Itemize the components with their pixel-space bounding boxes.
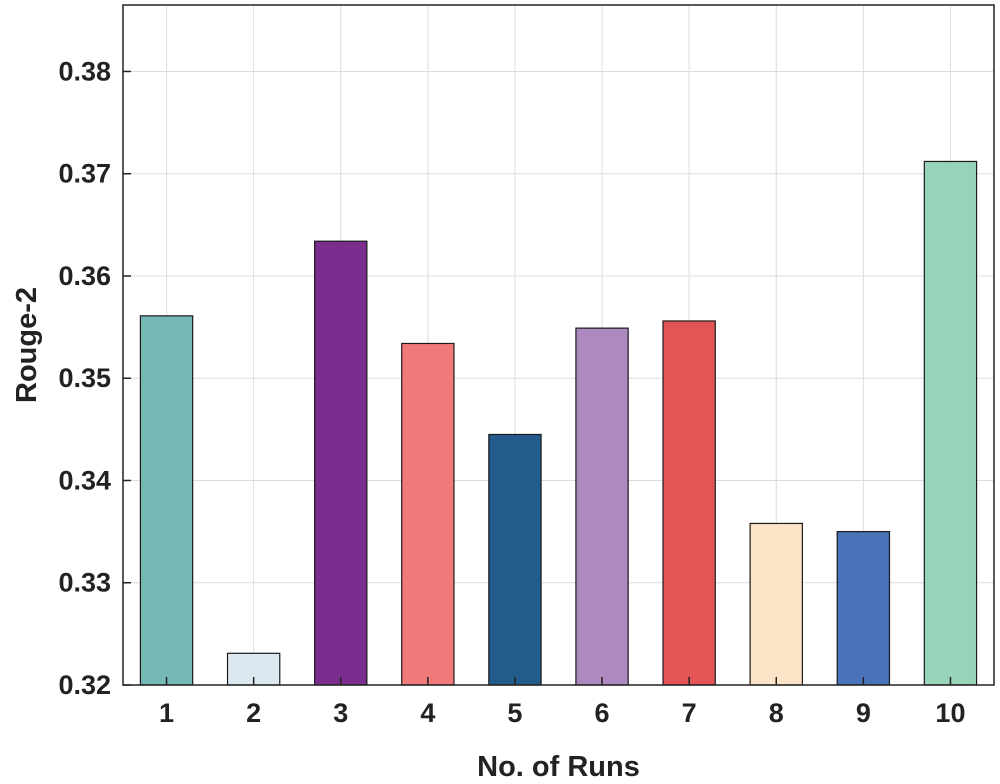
x-tick-label: 2 — [246, 698, 261, 728]
x-tick-label: 8 — [769, 698, 784, 728]
y-tick-label: 0.37 — [58, 159, 111, 189]
bar-run-7 — [662, 320, 716, 686]
y-tick-label: 0.36 — [58, 261, 111, 291]
x-axis-label: No. of Runs — [477, 751, 640, 783]
y-axis-label: Rouge-2 — [11, 287, 43, 403]
bar-run-5 — [488, 433, 542, 686]
x-tick-label: 6 — [595, 698, 610, 728]
x-tick-label: 1 — [159, 698, 174, 728]
x-tick-labels: 1 2 3 4 5 6 7 8 9 10 — [159, 677, 965, 728]
bar-run-3 — [314, 240, 368, 686]
bar-run-1 — [139, 315, 194, 686]
bar-run-6 — [575, 327, 629, 686]
bar-run-10 — [923, 160, 978, 686]
x-tick-label: 10 — [935, 698, 965, 728]
x-tick-label: 5 — [507, 698, 522, 728]
bar-run-9 — [836, 531, 891, 686]
y-tick-label: 0.32 — [58, 670, 111, 700]
y-tick-label: 0.38 — [58, 56, 111, 86]
y-tick-label: 0.34 — [58, 465, 111, 495]
x-tick-label: 7 — [682, 698, 697, 728]
x-tick-label: 3 — [333, 698, 348, 728]
x-tick-label: 4 — [420, 698, 435, 728]
bars — [139, 160, 978, 686]
y-tick-label: 0.33 — [58, 568, 111, 598]
bar-run-8 — [749, 522, 803, 686]
x-tick-label: 9 — [856, 698, 871, 728]
y-tick-labels: 0.32 0.33 0.34 0.35 0.36 0.37 0.38 — [58, 56, 131, 700]
y-tick-label: 0.35 — [58, 363, 111, 393]
plot-frame — [122, 4, 995, 686]
bar-run-4 — [401, 342, 455, 686]
